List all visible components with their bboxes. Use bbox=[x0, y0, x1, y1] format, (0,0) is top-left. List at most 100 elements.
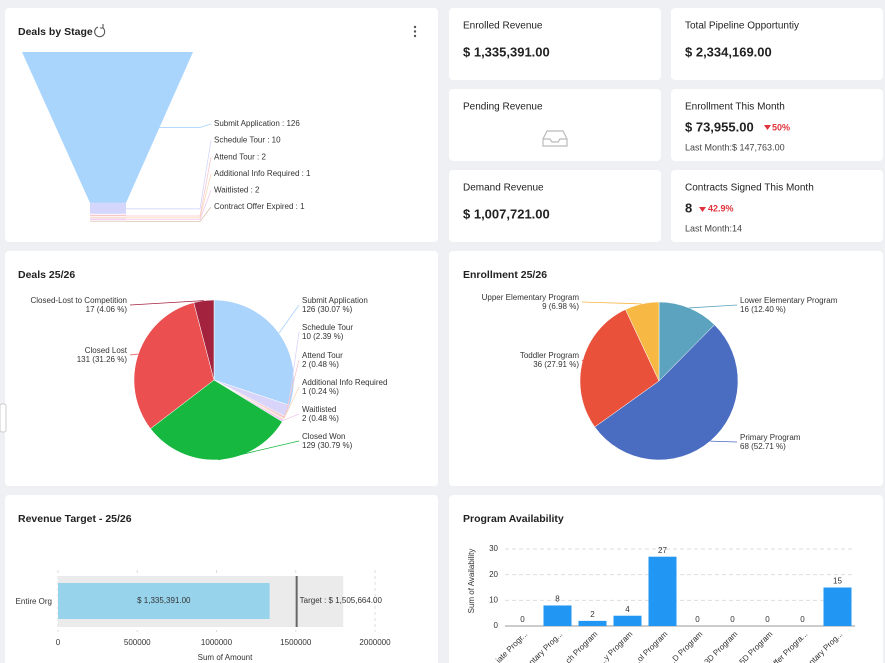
funnel-segment bbox=[90, 220, 126, 222]
funnel-segment bbox=[90, 217, 126, 219]
bar-value-label: 0 bbox=[800, 615, 805, 624]
pie-slice bbox=[658, 301, 715, 382]
pie-slice bbox=[625, 301, 660, 382]
pie-label: Primary Program bbox=[740, 433, 801, 442]
panel-title: Deals 25/26 bbox=[18, 269, 75, 281]
y-tick-label: 0 bbox=[494, 621, 499, 630]
funnel-segment bbox=[90, 214, 126, 217]
leader-line bbox=[129, 300, 204, 306]
bar-value-label: 2 bbox=[590, 610, 595, 619]
funnel-segment bbox=[90, 218, 126, 220]
panel-title: Revenue Target - 25/26 bbox=[18, 513, 132, 525]
pie-label: Closed-Lost to Competition bbox=[31, 296, 128, 305]
bar-value-label: 0 bbox=[730, 615, 735, 624]
bar bbox=[578, 620, 607, 626]
bar-value-label: 0 bbox=[765, 615, 770, 624]
leader-line bbox=[126, 173, 212, 219]
funnel-label: Attend Tour : 2 bbox=[214, 152, 266, 161]
pie-label: Submit Application bbox=[302, 296, 368, 305]
pie-value-label: 2 (0.48 %) bbox=[302, 360, 339, 369]
card-last-month: Last Month:$ 147,763.00 bbox=[685, 142, 785, 152]
card-value: 8 bbox=[685, 200, 692, 215]
card-title: Total Pipeline Opportuntiy bbox=[685, 21, 799, 32]
funnel-segment bbox=[90, 202, 126, 214]
card-change: 50% bbox=[772, 122, 790, 132]
menu-icon[interactable] bbox=[413, 25, 417, 38]
leader-line bbox=[282, 413, 300, 422]
card bbox=[449, 89, 661, 161]
leader-line bbox=[159, 123, 212, 128]
pie-value-label: 2 (0.48 %) bbox=[302, 414, 339, 423]
funnel-label: Submit Application : 126 bbox=[214, 119, 300, 128]
card-value: $ 1,335,391.00 bbox=[463, 44, 550, 59]
card-change: 42.9% bbox=[708, 203, 734, 213]
target-label: Target : $ 1,505,664.00 bbox=[300, 596, 383, 605]
pie-label: Closed Lost bbox=[85, 346, 128, 355]
empty-icon bbox=[542, 130, 568, 147]
bar-value-label: 4 bbox=[625, 605, 630, 614]
pie-value-label: 9 (6.98 %) bbox=[542, 302, 579, 311]
pie-value-label: 17 (4.06 %) bbox=[86, 305, 128, 314]
pie-label: Waitlisted bbox=[302, 405, 336, 414]
panel-title: Enrollment 25/26 bbox=[463, 269, 547, 281]
category-label: Entire Org bbox=[16, 597, 52, 606]
funnel-label: Schedule Tour : 10 bbox=[214, 136, 281, 145]
card-value: $ 2,334,169.00 bbox=[685, 44, 772, 59]
x-tick-label: 1000000 bbox=[201, 638, 233, 647]
leader-line bbox=[710, 440, 738, 443]
x-tick-label: 500000 bbox=[124, 638, 151, 647]
bar-value-label: 27 bbox=[658, 546, 667, 555]
refresh-icon[interactable] bbox=[94, 24, 106, 38]
pie-label: Toddler Program bbox=[520, 351, 579, 360]
card-value: $ 73,955.00 bbox=[685, 119, 754, 134]
x-tick-label: 1500000 bbox=[280, 638, 312, 647]
pie-value-label: 16 (12.40 %) bbox=[740, 305, 786, 314]
y-tick-label: 20 bbox=[489, 570, 498, 579]
y-tick-label: 10 bbox=[489, 595, 498, 604]
pie-slice bbox=[193, 299, 215, 381]
bar bbox=[823, 587, 852, 626]
pie-value-label: 68 (52.71 %) bbox=[740, 442, 786, 451]
funnel-label: Additional Info Required : 1 bbox=[214, 169, 311, 178]
card bbox=[671, 8, 883, 80]
leader-line bbox=[126, 190, 212, 221]
bar bbox=[648, 556, 677, 626]
pie-slice bbox=[213, 299, 295, 406]
funnel-label: Contract Offer Expired : 1 bbox=[214, 202, 305, 211]
card-title: Enrollment This Month bbox=[685, 102, 785, 113]
bar-value-label: 8 bbox=[555, 595, 560, 604]
leader-line bbox=[126, 140, 212, 210]
card-title: Contracts Signed This Month bbox=[685, 183, 814, 194]
card-last-month: Last Month:14 bbox=[685, 223, 742, 233]
side-tab[interactable] bbox=[0, 403, 7, 433]
pie-value-label: 129 (30.79 %) bbox=[302, 441, 353, 450]
pie-label: Closed Won bbox=[302, 432, 345, 441]
pie-value-label: 1 (0.24 %) bbox=[302, 387, 339, 396]
x-axis-label: Sum of Amount bbox=[198, 653, 253, 662]
leader-line bbox=[581, 359, 583, 362]
pie-label: Attend Tour bbox=[302, 351, 343, 360]
leader-line bbox=[126, 206, 212, 222]
leader-line bbox=[278, 304, 300, 334]
bar-value-label: 0 bbox=[695, 615, 700, 624]
pie-label: Schedule Tour bbox=[302, 323, 353, 332]
pie-slice bbox=[594, 324, 739, 461]
leader-line bbox=[284, 359, 300, 418]
pie-slice bbox=[579, 309, 660, 428]
pie-value-label: 36 (27.91 %) bbox=[533, 360, 579, 369]
card bbox=[449, 170, 661, 242]
leader-line bbox=[283, 386, 300, 420]
y-tick-label: 30 bbox=[489, 544, 498, 553]
bar-value-label: 0 bbox=[520, 615, 525, 624]
leader-line bbox=[126, 157, 212, 217]
bar-value-label: $ 1,335,391.00 bbox=[137, 596, 191, 605]
card bbox=[449, 8, 661, 80]
bar-value-label: 15 bbox=[833, 577, 842, 586]
bar bbox=[613, 615, 642, 626]
pie-value-label: 131 (31.26 %) bbox=[77, 355, 128, 364]
bar bbox=[58, 583, 270, 619]
leader-line bbox=[129, 353, 139, 356]
leader-line bbox=[688, 304, 738, 309]
card bbox=[671, 170, 883, 242]
